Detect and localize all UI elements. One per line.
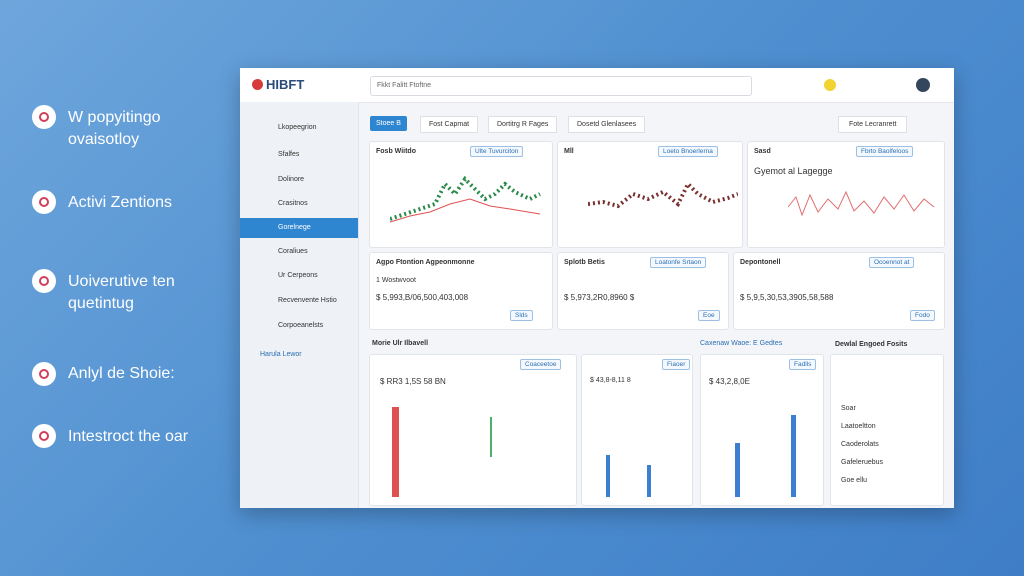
bar [647, 465, 651, 497]
button[interactable]: Ocoennot at [869, 257, 915, 268]
tab[interactable]: Dortitrg R Fages [488, 116, 558, 133]
window: HIBFT Fkkt Falitt Ftoftne Lkopeegrion Sf… [240, 68, 954, 508]
amount: $ 5,9,5,30,53,3905,58,588 [740, 293, 834, 302]
sidebar-footer[interactable]: Harula Lewor [260, 351, 302, 358]
button[interactable]: Coaceetoe [520, 359, 562, 370]
bar [392, 407, 399, 497]
bar [735, 443, 740, 497]
sidebar-item[interactable]: Recvenvente Hstio [278, 297, 337, 304]
list-item: Gafeleruebus [841, 459, 884, 466]
sidebar [240, 102, 359, 508]
card: Fiaoer $ 43,8-8,11 8 [581, 354, 693, 506]
list-item: Soar [841, 405, 856, 412]
avatar[interactable] [916, 78, 930, 92]
amount: $ 5,993,B/06,500,403,008 [376, 293, 469, 302]
button[interactable]: Fiaoer [662, 359, 691, 370]
card-line: 1 Wostwvoot [376, 277, 416, 284]
button[interactable]: Fbrto Baolfeloos [856, 146, 914, 157]
sidebar-active [240, 218, 358, 238]
tab[interactable]: Fost Capmat [420, 116, 479, 133]
sidebar-item[interactable]: Corpoeanelsts [278, 322, 324, 329]
card-title: Dewlal Engoed Fosits [835, 341, 908, 348]
icon[interactable] [824, 79, 836, 91]
sidebar-item[interactable]: Crasitnos [278, 200, 308, 207]
section-heading: Caxenaw Waoe: E Gedtes [700, 340, 783, 347]
button[interactable]: Loeto Bnoerlerna [658, 146, 718, 157]
card: Fosb Wiitdo Ulte Tuvurciton [369, 141, 553, 248]
section-heading: Morie Ulr Ilbavell [372, 340, 429, 347]
bar [791, 415, 796, 497]
card-title: Mll [564, 148, 574, 155]
feature: Activi Zentions [68, 194, 173, 211]
bar [606, 455, 610, 497]
feature: W popyitingo ovaisotloy [68, 109, 161, 148]
sidebar-item[interactable]: Lkopeegrion [278, 124, 317, 131]
header: HIBFT Fkkt Falitt Ftoftne [240, 68, 954, 103]
tab[interactable]: Stoee B [370, 116, 407, 131]
list-item: Goe ellu [841, 477, 868, 484]
button[interactable]: Eoe [698, 310, 720, 321]
logo-icon [252, 79, 263, 90]
icon [32, 424, 56, 448]
card: Depontonell Ocoennot at $ 5,9,5,30,53,39… [733, 252, 945, 330]
candle-chart [390, 175, 541, 223]
feature: Anlyl de Shoie: [68, 365, 175, 382]
tab[interactable]: Dosetd Glenlasees [568, 116, 646, 133]
sidebar-item[interactable]: Sfalfes [278, 151, 300, 158]
sidebar-item[interactable]: Ur Cerpeons [278, 272, 318, 279]
button[interactable]: Fadlls [789, 359, 817, 370]
bar [490, 417, 492, 457]
dropdown[interactable]: Fote Lecranrett [838, 116, 908, 133]
card-title: Fosb Wiitdo [376, 148, 416, 155]
amount: $ 43,2,8,0E [709, 377, 750, 386]
sidebar-item[interactable]: Gorelnege [278, 224, 311, 231]
button[interactable]: Slds [510, 310, 533, 321]
card: Splotb Betis Loatonfe Srtaon $ 5,973,2R0… [557, 252, 729, 330]
button[interactable]: Fodo [910, 310, 935, 321]
sidebar-item[interactable]: Coraliues [278, 248, 308, 255]
list-item: Laatoeltton [841, 423, 876, 430]
icon [32, 190, 56, 214]
card: Sasd Fbrto Baolfeloos Gyemot al Lagegge [747, 141, 945, 248]
card: Fadlls $ 43,2,8,0E [700, 354, 824, 506]
feature: Uoiverutive ten quetintug [68, 273, 175, 312]
feature: Intestroct the oar [68, 428, 189, 445]
card: $ RR3 1,5S 58 BN Coaceetoe [369, 354, 577, 506]
icon [32, 362, 56, 386]
amount: $ RR3 1,5S 58 BN [380, 377, 446, 386]
amount: $ 5,973,2R0,8960 $ [564, 293, 635, 302]
card-title: Agpo Ftontion Agpeonmonne [376, 259, 475, 266]
search[interactable]: Fkkt Falitt Ftoftne [370, 76, 752, 96]
card: Dewlal Engoed Fosits Soar Laatoeltton Ca… [830, 341, 944, 506]
amount: $ 43,8-8,11 8 [590, 377, 631, 384]
button[interactable]: Ulte Tuvurciton [470, 146, 524, 157]
sidebar-item[interactable]: Dolinore [278, 176, 305, 183]
icon [32, 105, 56, 129]
line-chart [788, 190, 935, 217]
card: Mll Loeto Bnoerlerna [557, 141, 743, 248]
card-title: Splotb Betis [564, 259, 605, 266]
candle-chart [588, 180, 738, 209]
card: Agpo Ftontion Agpeonmonne 1 Wostwvoot $ … [369, 252, 553, 330]
list-item: Caoderolats [841, 441, 879, 448]
card-title: Depontonell [740, 259, 781, 266]
logo: HIBFT [266, 77, 305, 92]
card-title: Sasd [754, 148, 771, 155]
button[interactable]: Loatonfe Srtaon [650, 257, 707, 268]
icon [32, 269, 56, 293]
card-subtitle: Gyemot al Lagegge [754, 166, 833, 176]
